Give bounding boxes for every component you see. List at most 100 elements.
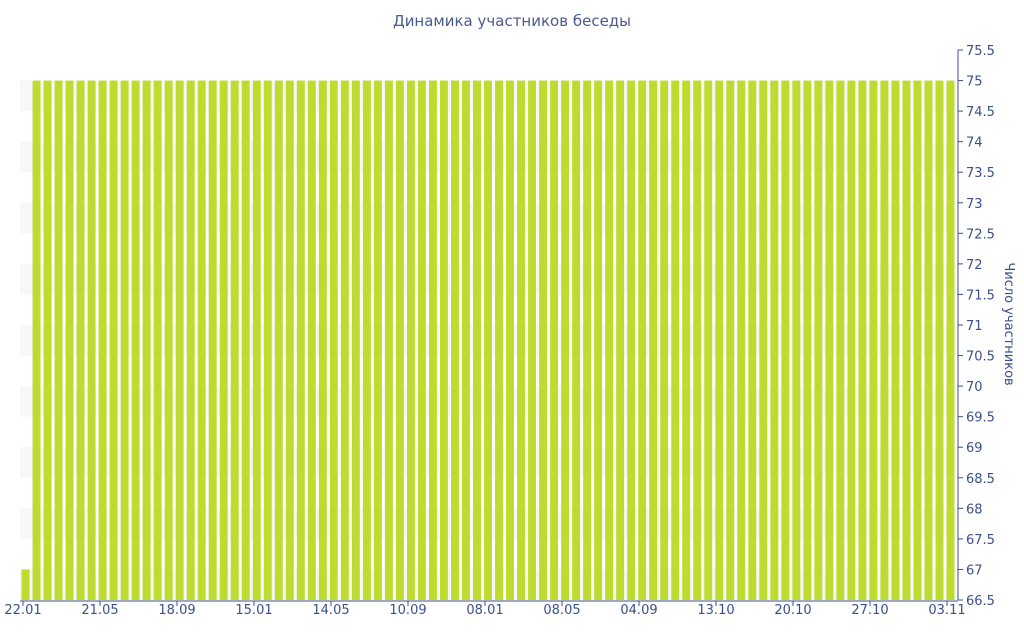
- bar: [208, 80, 217, 601]
- bar: [307, 80, 316, 601]
- bar: [693, 80, 702, 601]
- bar: [285, 80, 294, 601]
- bar: [32, 80, 41, 601]
- bar: [550, 80, 559, 601]
- bar: [803, 80, 812, 601]
- y-tick-label: 68: [966, 502, 983, 517]
- bar: [451, 80, 459, 601]
- bar: [935, 80, 944, 601]
- bar: [340, 80, 349, 601]
- y-tick-label: 66.5: [966, 594, 995, 609]
- bar: [858, 80, 867, 601]
- y-tick-label: 75: [966, 75, 983, 90]
- bar: [539, 80, 548, 601]
- bar: [869, 80, 878, 601]
- bar: [318, 80, 327, 601]
- bar: [296, 80, 305, 601]
- y-tick-label: 69: [966, 441, 983, 456]
- bar: [924, 80, 933, 601]
- bar: [120, 80, 129, 601]
- bar: [594, 80, 603, 601]
- bar: [252, 80, 261, 601]
- bar: [76, 80, 85, 601]
- bar: [131, 80, 140, 601]
- bar: [219, 80, 228, 601]
- bar: [572, 80, 581, 601]
- bar: [880, 80, 889, 601]
- bar: [21, 569, 30, 600]
- x-tick-label: 22.01: [4, 603, 41, 618]
- bar: [638, 80, 647, 601]
- x-tick-label: 15.01: [235, 603, 272, 618]
- y-tick-label: 67.5: [966, 533, 995, 548]
- bar: [825, 80, 834, 601]
- bar: [649, 80, 658, 601]
- bar: [682, 80, 691, 601]
- y-tick-label: 67: [966, 563, 983, 578]
- bar: [186, 80, 195, 601]
- bar: [373, 80, 382, 601]
- y-tick-label: 72.5: [966, 227, 995, 242]
- bar: [605, 80, 614, 601]
- bar: [87, 80, 96, 601]
- bar: [54, 80, 63, 601]
- bar: [395, 80, 404, 601]
- bar: [583, 80, 592, 601]
- bar: [715, 80, 724, 601]
- x-tick-label: 13.10: [697, 603, 734, 618]
- bar: [230, 80, 239, 601]
- bar: [406, 80, 415, 601]
- bar: [263, 80, 272, 601]
- y-tick-label: 70: [966, 380, 983, 395]
- bar: [98, 80, 107, 601]
- y-tick-label: 73: [966, 197, 983, 212]
- y-tick-label: 73.5: [966, 166, 995, 181]
- x-tick-label: 08.01: [466, 603, 503, 618]
- bar: [517, 80, 525, 601]
- x-tick-label: 18.09: [158, 603, 195, 618]
- bar: [616, 80, 625, 601]
- bar: [462, 80, 470, 601]
- bar: [660, 80, 669, 601]
- x-tick-label: 14.05: [312, 603, 349, 618]
- y-tick-label: 75.5: [966, 44, 995, 59]
- bar: [902, 80, 911, 601]
- y-tick-label: 71: [966, 319, 983, 334]
- bar: [726, 80, 735, 601]
- x-tick-label: 20.10: [774, 603, 811, 618]
- bar: [164, 80, 173, 601]
- bar: [241, 80, 250, 601]
- bar: [439, 80, 448, 601]
- bar: [836, 80, 845, 601]
- bar: [153, 80, 162, 601]
- bar: [913, 80, 922, 601]
- bar: [748, 80, 757, 601]
- bar: [627, 80, 636, 601]
- bar: [197, 80, 206, 601]
- bar-series: [21, 80, 955, 601]
- y-tick-label: 68.5: [966, 472, 995, 487]
- bar: [428, 80, 437, 601]
- bar: [484, 80, 492, 601]
- y-axis-label: Число участников: [1001, 262, 1016, 385]
- bar: [792, 80, 801, 601]
- bar: [671, 80, 680, 601]
- bar: [384, 80, 393, 601]
- y-tick-label: 70.5: [966, 350, 995, 365]
- x-tick-label: 10.09: [389, 603, 426, 618]
- bar: [65, 80, 74, 601]
- x-tick-label: 03.11: [928, 603, 965, 618]
- bar: [362, 80, 371, 601]
- x-tick-label: 27.10: [851, 603, 888, 618]
- bar: [495, 80, 503, 601]
- chart-title: Динамика участников беседы: [392, 12, 632, 30]
- bar: [770, 80, 779, 601]
- bar: [43, 80, 52, 601]
- y-axis: 66.5 67 67.5 68 68.5 69 69.5 70 70.5 71 71.5 72 72.5…: [957, 44, 995, 609]
- bar: [142, 80, 151, 601]
- bar: [329, 80, 338, 601]
- bar: [351, 80, 360, 601]
- bar: [781, 80, 790, 601]
- bar: [528, 80, 537, 601]
